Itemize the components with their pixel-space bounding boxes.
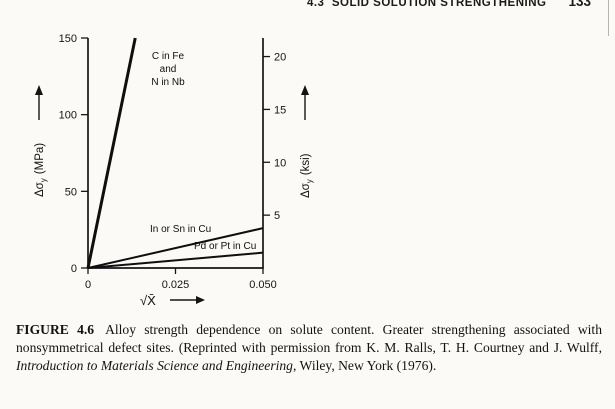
y-axis-label-right: Δσy (ksi) [300,85,314,198]
series-line-1 [86,37,137,269]
axis-ticks: 0 50 100 150 5 10 15 20 0 0.025 0.050 [59,33,287,291]
series1-label-line3: N in Nb [151,77,185,88]
y-axis-label-left: Δσy (MPa) [34,85,48,197]
y-left-unit: (MPa) [34,143,46,174]
y-left-tick-label: 150 [59,33,77,45]
series-line-3 [87,251,264,269]
y-right-label-text: Δσy (ksi) [300,153,314,198]
page-header: 4.3 SOLID SOLUTION STRENGTHENING 133 [307,0,591,9]
figure-caption-text: Alloy strength dependence on solute cont… [16,322,602,355]
y-left-sub: y [39,178,48,182]
y-left-sym: Δσ [34,182,46,197]
x-label-text: √X̄ [140,293,156,308]
y-right-sym: Δσ [300,183,312,198]
y-left-tick-label: 0 [71,263,77,275]
x-tick-label: 0 [85,279,91,291]
figure-caption: FIGURE 4.6 Alloy strength dependence on s… [16,321,602,375]
section-number: 4.3 [306,0,325,9]
plot-annotations: C in Fe and N in Nb In or Sn in Cu Pd or… [150,51,256,252]
data-lines [86,37,264,269]
x-tick-label: 0.050 [249,279,277,291]
series-line-2 [87,227,264,269]
figure-caption-book-title: Introduction to Materials Science and En… [16,357,293,373]
y-left-tick-label: 100 [59,110,77,122]
series1-label-line2: and [160,64,177,75]
figure-4-6-chart: 0 50 100 150 5 10 15 20 0 0.025 0.050 C in Fe and … [34,33,314,308]
y-right-tick-label: 10 [274,157,286,169]
section-heading: 4.3 SOLID SOLUTION STRENGTHENING [307,0,547,9]
x-axis-label: √X̄ [140,293,205,308]
x-tick-label: 0.025 [162,279,190,291]
y-left-arrow-head [35,85,43,95]
section-title: SOLID SOLUTION STRENGTHENING [331,0,547,9]
y-left-tick-label: 50 [65,186,77,198]
scan-artifact-line [608,0,609,36]
y-right-arrow-head [301,85,309,95]
y-right-unit: (ksi) [300,153,312,175]
series2-label: In or Sn in Cu [150,224,211,235]
figure-caption-tail: , Wiley, New York (1976). [292,357,437,373]
figure-caption-label: FIGURE 4.6 [16,322,95,337]
x-arrow-head [196,296,205,304]
y-right-tick-label: 20 [274,52,286,64]
y-right-tick-label: 15 [274,104,286,116]
series1-label-line1: C in Fe [152,51,185,62]
y-right-tick-label: 5 [274,210,280,222]
page-number: 133 [568,0,591,9]
y-right-sub: y [305,179,314,183]
y-left-label-text: Δσy (MPa) [34,143,48,197]
series3-label: Pd or Pt in Cu [194,241,256,252]
